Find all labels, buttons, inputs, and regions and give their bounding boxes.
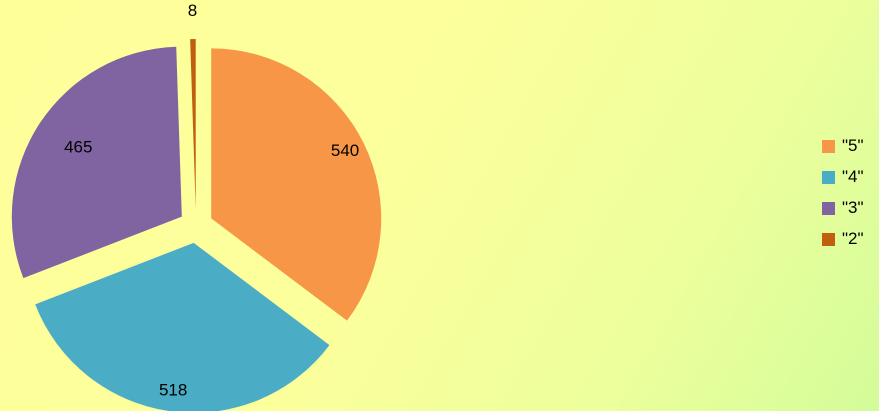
legend-swatch-2 [822,232,835,246]
legend-label-3: "3" [842,198,864,217]
data-label-4: 518 [159,381,187,400]
pie-slice-2 [190,39,196,210]
legend-swatch-4 [822,170,835,184]
legend-item-2: "2" [822,229,864,249]
legend: "5" "4" "3" "2" [822,136,864,249]
legend-item-5: "5" [822,136,864,156]
pie-slice-3 [11,46,182,279]
data-label-2: 8 [188,1,197,20]
legend-swatch-5 [822,139,835,153]
data-label-3: 465 [64,138,92,157]
pie-slice-4 [35,242,330,411]
legend-item-4: "4" [822,167,864,187]
data-label-5: 540 [331,141,359,160]
legend-swatch-3 [822,201,835,215]
legend-label-2: "2" [842,229,864,248]
pie-slice-5 [211,48,382,321]
legend-label-4: "4" [842,167,864,186]
legend-item-3: "3" [822,198,864,218]
legend-label-5: "5" [842,136,864,155]
